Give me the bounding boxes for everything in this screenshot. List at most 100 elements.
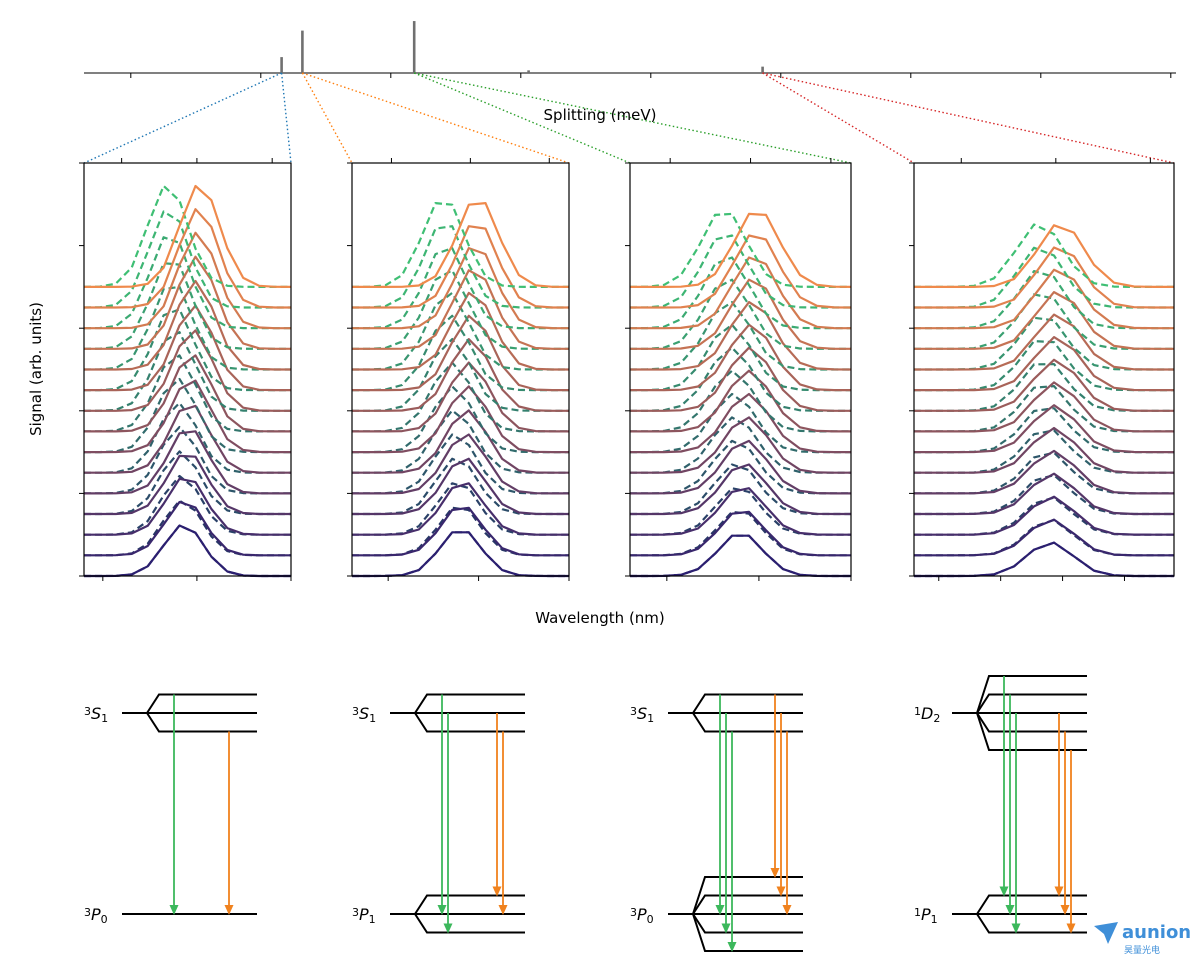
panel-connectors xyxy=(83,72,1175,164)
dashed-trace xyxy=(629,256,851,330)
watermark-logo-icon xyxy=(1094,922,1118,944)
solid-trace xyxy=(352,385,569,454)
solid-trace xyxy=(914,541,1174,578)
lower-term-letter: P xyxy=(359,905,369,924)
dashed-trace xyxy=(914,407,1174,454)
solid-trace xyxy=(84,255,291,350)
watermark: aunion 昊量光电 xyxy=(1094,922,1191,956)
watermark-text: aunion xyxy=(1122,922,1191,943)
upper-sublevel xyxy=(146,693,257,714)
solid-trace xyxy=(630,487,851,536)
dashed-trace xyxy=(352,314,569,392)
panel-frame xyxy=(913,162,1175,577)
solid-trace xyxy=(352,531,569,578)
solid-trace xyxy=(914,495,1174,536)
spectrum-panel-4 xyxy=(909,158,1175,581)
sigma-minus-arrowhead-icon xyxy=(1066,923,1076,934)
dashed-trace xyxy=(83,262,291,350)
solid-trace xyxy=(352,202,570,288)
spectrum-panel-2 xyxy=(347,158,570,581)
solid-trace xyxy=(914,291,1174,350)
lower-sublevel xyxy=(692,913,803,952)
dashed-trace xyxy=(914,496,1174,536)
splitting-axis-label: Splitting (meV) xyxy=(544,106,657,124)
solid-trace xyxy=(630,416,851,474)
solid-trace xyxy=(352,247,570,330)
dashed-trace xyxy=(83,236,291,330)
x-axis-label: Wavelength (nm) xyxy=(535,609,665,627)
dashed-trace xyxy=(83,285,291,371)
dashed-trace xyxy=(914,518,1174,557)
dashed-trace xyxy=(914,270,1174,330)
lower-sublevel xyxy=(692,913,803,934)
solid-trace xyxy=(84,524,291,578)
solid-trace xyxy=(352,225,569,309)
upper-term-label: 1D2 xyxy=(914,704,940,725)
upper-term-j: 1 xyxy=(101,712,108,725)
solid-trace xyxy=(84,329,291,412)
upper-term-label: 3S1 xyxy=(352,704,376,725)
spectrum-panel-1 xyxy=(79,158,292,581)
sigma-minus-arrowhead-icon xyxy=(782,905,792,915)
solid-trace xyxy=(84,279,291,371)
solid-trace xyxy=(914,404,1174,454)
solid-trace xyxy=(84,477,291,536)
sigma-plus-arrowhead-icon xyxy=(443,923,453,934)
lower-term-label: 3P1 xyxy=(352,905,376,926)
solid-trace xyxy=(352,361,569,433)
sigma-plus-arrowhead-icon xyxy=(999,886,1009,897)
dashed-trace xyxy=(351,247,569,330)
solid-trace xyxy=(914,313,1174,371)
spectra-panels xyxy=(79,158,1175,581)
solid-trace xyxy=(914,381,1174,433)
sigma-plus-arrowhead-icon xyxy=(169,905,179,915)
upper-term-multiplicity: 1 xyxy=(914,705,921,718)
sigma-plus-arrowhead-icon xyxy=(437,905,447,915)
solid-trace xyxy=(914,224,1174,288)
lower-term-multiplicity: 3 xyxy=(84,906,91,919)
solid-trace xyxy=(630,439,851,495)
solid-trace xyxy=(84,500,291,557)
upper-term-j: 2 xyxy=(933,712,940,725)
sigma-minus-arrowhead-icon xyxy=(1060,905,1070,915)
spectrum-panel-3 xyxy=(625,158,852,581)
dashed-trace xyxy=(84,308,291,392)
upper-term-multiplicity: 3 xyxy=(352,705,359,718)
y-axis-label: Signal (arb. units) xyxy=(27,302,45,436)
sigma-minus-arrowhead-icon xyxy=(498,905,508,915)
upper-sublevel xyxy=(976,693,1087,714)
lower-sublevel xyxy=(414,913,525,934)
solid-trace xyxy=(84,184,292,288)
sigma-plus-arrowhead-icon xyxy=(721,923,731,934)
lower-sublevel xyxy=(414,894,525,915)
lower-term-letter: P xyxy=(637,905,647,924)
upper-sublevel xyxy=(976,675,1087,714)
upper-sublevel xyxy=(692,712,803,733)
lower-term-j: 1 xyxy=(369,913,376,926)
dashed-trace xyxy=(914,385,1174,433)
lower-term-letter: P xyxy=(921,905,931,924)
solid-trace xyxy=(630,323,851,392)
lower-term-j: 0 xyxy=(647,913,654,926)
sigma-plus-arrowhead-icon xyxy=(715,905,725,915)
upper-term-j: 1 xyxy=(369,712,376,725)
dashed-trace xyxy=(352,531,569,578)
lower-sublevel xyxy=(692,876,803,915)
solid-trace xyxy=(352,269,569,350)
upper-term-j: 1 xyxy=(647,712,654,725)
solid-trace xyxy=(84,354,291,433)
sigma-plus-arrowhead-icon xyxy=(1005,905,1015,915)
sigma-plus-arrowhead-icon xyxy=(727,942,737,952)
solid-trace xyxy=(630,369,851,433)
solid-trace xyxy=(630,234,852,309)
dashed-trace xyxy=(914,246,1174,309)
solid-trace xyxy=(352,338,569,412)
lower-term-j: 1 xyxy=(931,913,938,926)
upper-sublevel xyxy=(146,712,257,733)
